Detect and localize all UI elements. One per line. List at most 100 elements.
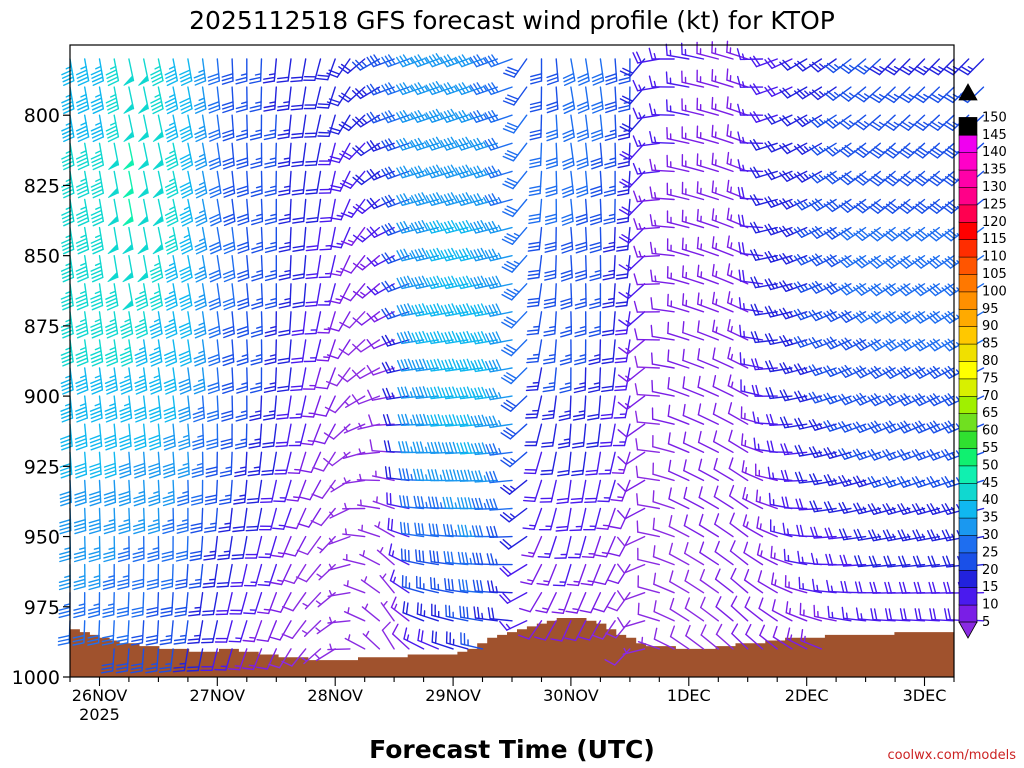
barb-flag	[543, 361, 556, 365]
barb-flag	[178, 406, 190, 412]
wind-barb	[303, 58, 322, 82]
wind-barb	[75, 58, 90, 87]
wind-barb	[255, 648, 277, 670]
barb-flag	[417, 82, 426, 93]
barb-shaft	[712, 385, 734, 397]
barb-flag	[440, 56, 448, 68]
wind-barb	[249, 86, 263, 113]
barb-shaft	[349, 283, 366, 302]
barb-flag	[301, 415, 315, 418]
barb-flag	[574, 333, 587, 338]
wind-barb	[425, 192, 454, 207]
barb-flag	[450, 164, 458, 176]
barb-flag	[146, 610, 159, 615]
barb-flag	[605, 76, 618, 82]
barb-flag	[602, 248, 615, 253]
wind-barb	[470, 331, 498, 345]
barb-flag	[591, 634, 604, 640]
wind-barb	[682, 403, 705, 425]
barb-flag	[91, 301, 103, 307]
wind-barb	[379, 573, 395, 594]
wind-barb	[352, 311, 381, 326]
barb-flag	[263, 104, 276, 109]
barb-flag	[570, 497, 584, 500]
barb-flag	[173, 666, 186, 669]
barb-flag	[652, 545, 656, 558]
barb-flag	[459, 414, 465, 427]
barb-flag	[414, 55, 422, 67]
wind-barb	[440, 192, 469, 207]
wind-barb	[366, 54, 395, 68]
barb-flag	[196, 220, 208, 227]
barb-flag	[234, 441, 248, 446]
barb-half-flag	[344, 502, 347, 510]
barb-flag	[291, 357, 304, 360]
barb-flag	[601, 385, 614, 389]
barb-flag	[474, 415, 480, 428]
barb-flag	[152, 107, 164, 115]
wind-barb	[192, 423, 205, 451]
barb-flag	[118, 490, 131, 496]
barb-flag	[290, 361, 304, 364]
barb-shaft	[697, 414, 719, 425]
wind-barb	[317, 535, 336, 554]
barb-half-flag	[293, 496, 300, 499]
wind-barb	[235, 86, 248, 113]
wind-barb	[366, 283, 395, 296]
barb-flag	[91, 213, 103, 220]
barb-flag	[609, 525, 622, 530]
wind-barb	[209, 198, 222, 227]
barb-flag	[77, 192, 90, 199]
barb-flag	[728, 457, 734, 470]
barb-flag	[768, 360, 775, 372]
barb-flag	[76, 100, 89, 108]
barb-flag	[526, 357, 540, 360]
barb-flag	[506, 399, 517, 407]
barb-flag	[588, 357, 601, 362]
barb-shaft	[528, 620, 543, 640]
barb-half-flag	[168, 121, 176, 126]
barb-flag	[352, 290, 364, 299]
barb-flag	[667, 321, 670, 334]
barb-shaft	[697, 386, 719, 397]
barb-flag	[148, 473, 161, 479]
barb-flag	[562, 72, 575, 79]
barb-flag	[399, 495, 403, 508]
wind-barb	[470, 247, 498, 262]
barb-half-flag	[377, 521, 381, 529]
barb-flag	[164, 413, 176, 419]
barb-flag	[73, 522, 87, 528]
barb-flag	[208, 329, 221, 335]
barb-half-flag	[654, 219, 657, 227]
barb-flag	[88, 578, 101, 583]
barb-half-flag	[579, 325, 587, 329]
wind-barb	[601, 339, 616, 365]
barb-flag	[76, 385, 88, 392]
barb-flag	[160, 614, 173, 618]
wind-barb	[186, 648, 204, 672]
barb-flag	[542, 385, 556, 389]
wind-barb	[57, 620, 71, 646]
barb-half-flag	[94, 234, 102, 239]
barb-flag	[181, 248, 194, 255]
barb-flag	[617, 536, 626, 547]
wind-barb	[148, 479, 161, 507]
wind-barb	[730, 595, 749, 622]
barb-half-flag	[653, 164, 657, 172]
barb-flag	[149, 441, 161, 447]
barb-flag	[306, 245, 319, 248]
barb-flag	[617, 590, 625, 601]
wind-barb	[75, 86, 90, 115]
wind-barb	[222, 283, 236, 311]
barb-flag	[529, 129, 542, 134]
barb-flag	[561, 185, 574, 191]
barb-half-flag	[409, 196, 414, 204]
barb-flag	[275, 441, 289, 444]
barb-flag	[753, 138, 761, 150]
wind-barb	[666, 99, 690, 116]
wind-barb	[766, 413, 793, 426]
wind-barb	[555, 507, 572, 532]
barb-flag	[485, 305, 492, 317]
barb-half-flag	[759, 523, 762, 530]
barb-shaft	[617, 563, 631, 584]
